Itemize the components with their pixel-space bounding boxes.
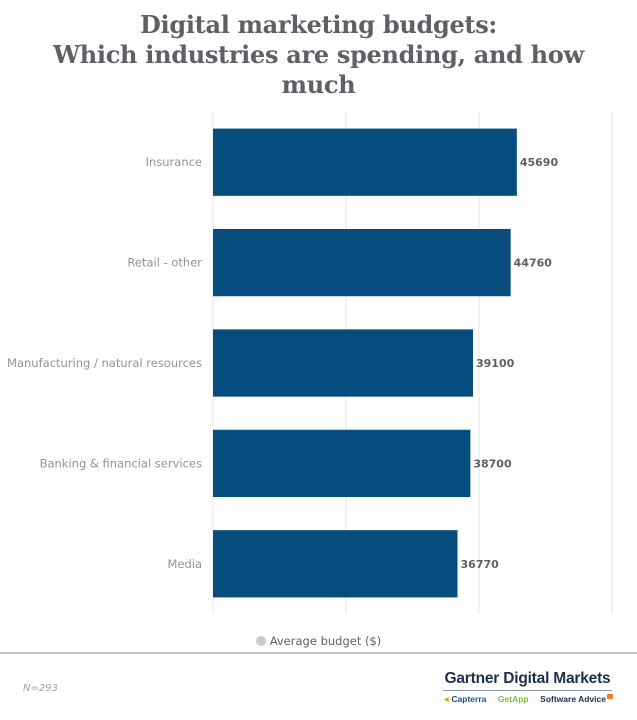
footer-separator [0, 652, 637, 654]
brand-title: Gartner Digital Markets [444, 670, 611, 687]
sub-brands: ◄Capterra GetApp Software Advice [440, 694, 615, 704]
software-advice-label: Software Advice [540, 694, 606, 704]
category-label: Retail - other [127, 256, 202, 270]
chart-title-line-2: Which industries are spending, and how [53, 40, 584, 69]
capterra-arrow-icon: ◄ [442, 694, 451, 704]
category-label: Manufacturing / natural resources [7, 356, 202, 370]
bar[interactable] [213, 228, 511, 297]
legend[interactable]: Average budget ($) [0, 634, 637, 648]
data-label: 36770 [461, 558, 500, 571]
bar[interactable] [213, 429, 471, 498]
chart-title: Digital marketing budgets: Which industr… [0, 10, 637, 100]
category-label: Media [167, 557, 202, 571]
legend-marker-icon [255, 636, 266, 646]
data-label: 45690 [520, 156, 559, 169]
capterra-label: Capterra [451, 694, 487, 704]
legend-label: Average budget ($) [269, 634, 382, 648]
category-label: Banking & financial services [40, 456, 202, 470]
speech-bubble-icon [606, 694, 613, 699]
bar[interactable] [213, 128, 517, 196]
software-advice-logo: Software Advice [540, 694, 613, 704]
data-label: 38700 [473, 457, 512, 470]
chart-title-line-1: Digital marketing budgets: [140, 10, 497, 39]
data-label: 39100 [476, 357, 515, 370]
category-label: Insurance [146, 155, 202, 169]
chart-title-line-3: much [281, 70, 356, 99]
data-label: 44760 [514, 257, 553, 270]
category-labels: Insurance Retail - other Manufacturing / n… [7, 155, 202, 571]
sample-size-note: N=293 [23, 683, 58, 694]
bars [213, 128, 517, 598]
brand-divider [443, 690, 612, 691]
value-labels: 45690 44760 39100 38700 36770 [461, 156, 559, 571]
bar[interactable] [213, 530, 458, 598]
bar[interactable] [213, 329, 474, 397]
getapp-logo: GetApp [497, 694, 529, 704]
bar-chart: Insurance Retail - other Manufacturing / n… [7, 112, 613, 614]
capterra-logo: ◄Capterra [442, 694, 486, 704]
brand-logo: Gartner Digital Markets ◄Capterra GetApp… [440, 670, 615, 704]
